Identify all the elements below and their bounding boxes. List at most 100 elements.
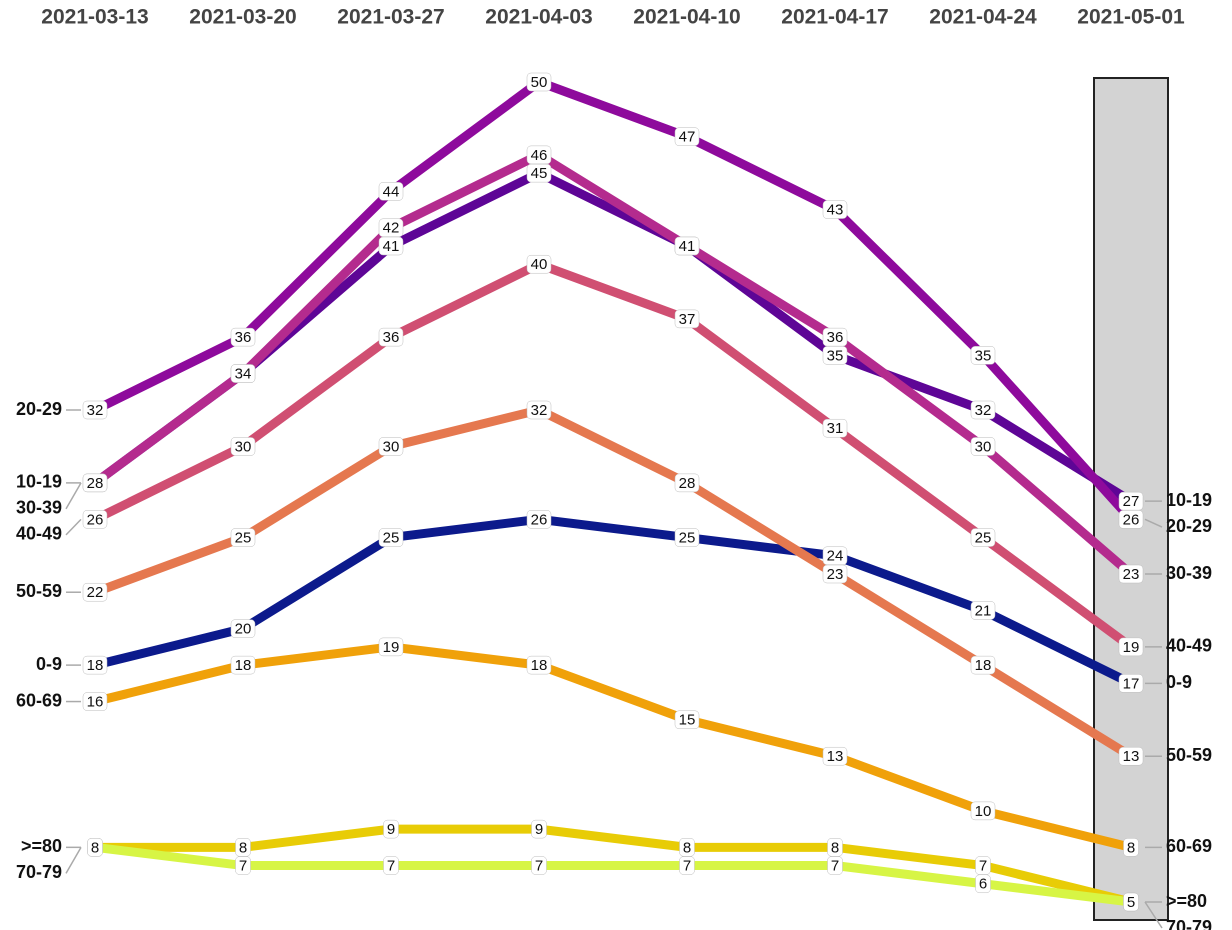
point-value: 8 xyxy=(683,839,691,856)
point-value: 8 xyxy=(91,839,99,856)
point-label-bg xyxy=(970,601,996,620)
point-label: 32 xyxy=(82,400,108,420)
point-label: 34 xyxy=(230,364,256,383)
point-value: 8 xyxy=(831,839,839,856)
group-label: 30-39 xyxy=(1166,563,1212,583)
point-value: 40 xyxy=(531,256,548,273)
point-label: 7 xyxy=(975,856,991,875)
point-label: 25 xyxy=(230,528,256,547)
point-value: 25 xyxy=(679,530,696,547)
point-label-bg xyxy=(230,655,256,675)
point-value: 43 xyxy=(827,202,844,219)
point-value: 24 xyxy=(827,548,844,565)
point-label-bg xyxy=(378,182,404,201)
point-value: 26 xyxy=(531,511,548,528)
label-connector xyxy=(1144,901,1163,929)
point-label-bg xyxy=(378,218,404,238)
point-label: 30 xyxy=(378,437,404,456)
point-label: 32 xyxy=(526,400,552,420)
point-labels: 18 20 25 26 25 24 21 17 28 34 41 45 41 35 32 27 32 36 44 50… xyxy=(82,72,1144,912)
point-label-bg xyxy=(970,346,996,365)
point-value: 13 xyxy=(827,748,844,765)
point-value: 35 xyxy=(827,347,844,364)
point-value: 27 xyxy=(1123,493,1140,510)
point-label-bg xyxy=(383,856,399,875)
point-label: 25 xyxy=(378,528,404,547)
point-label: 21 xyxy=(970,601,996,620)
label-connector xyxy=(65,482,82,510)
point-value: 13 xyxy=(1123,748,1140,765)
point-label-bg xyxy=(378,327,404,347)
point-label: 26 xyxy=(82,510,108,529)
point-value: 7 xyxy=(831,858,839,875)
point-value: 30 xyxy=(975,438,992,455)
column-header: 2021-04-17 xyxy=(781,6,888,29)
point-value: 16 xyxy=(87,694,104,711)
point-label-bg xyxy=(1118,637,1144,657)
point-value: 21 xyxy=(975,602,992,619)
group-label: 50-59 xyxy=(1166,745,1212,765)
point-label-bg xyxy=(531,856,547,875)
point-label: 9 xyxy=(383,819,399,839)
point-value: 18 xyxy=(531,657,548,674)
column-header: 2021-04-03 xyxy=(485,6,592,29)
point-value: 10 xyxy=(975,803,992,820)
point-value: 35 xyxy=(975,347,992,364)
point-label: 18 xyxy=(230,655,256,675)
point-label: 19 xyxy=(1118,637,1144,657)
point-label: 37 xyxy=(674,309,700,329)
point-label: 45 xyxy=(526,163,552,183)
point-label-bg xyxy=(970,437,996,456)
label-connector xyxy=(1144,518,1163,528)
label-connector xyxy=(65,846,82,874)
group-label: 40-49 xyxy=(16,524,62,544)
point-value: 23 xyxy=(1123,566,1140,583)
point-label-bg xyxy=(975,874,991,894)
point-label-bg xyxy=(383,819,399,839)
point-label-bg xyxy=(230,364,256,383)
group-label: 70-79 xyxy=(16,862,62,882)
column-header: 2021-03-27 xyxy=(337,6,444,29)
point-label: 42 xyxy=(378,218,404,238)
point-label: 26 xyxy=(526,510,552,529)
point-label: 32 xyxy=(970,400,996,420)
point-label-bg xyxy=(1123,838,1139,857)
point-label-bg xyxy=(970,528,996,547)
point-label: 8 xyxy=(235,838,251,857)
point-label: 46 xyxy=(526,145,552,165)
point-label-bg xyxy=(827,856,843,875)
point-label: 18 xyxy=(970,655,996,675)
group-label: 20-29 xyxy=(16,399,62,419)
point-value: 37 xyxy=(679,311,696,328)
point-value: 15 xyxy=(679,712,696,729)
point-label: 47 xyxy=(674,127,700,146)
series-line xyxy=(93,76,1135,523)
point-value: 28 xyxy=(679,475,696,492)
point-label-bg xyxy=(679,856,695,875)
point-value: 28 xyxy=(87,475,104,492)
point-value: 18 xyxy=(235,657,252,674)
point-value: 5 xyxy=(1127,894,1135,911)
point-value: 46 xyxy=(531,147,548,164)
group-label: 70-79 xyxy=(1166,917,1212,930)
point-label-bg xyxy=(674,309,700,329)
point-label-bg xyxy=(531,819,547,839)
point-label: 7 xyxy=(235,856,251,875)
lines xyxy=(92,76,1135,907)
point-value: 32 xyxy=(531,402,548,419)
point-label-bg xyxy=(82,510,108,529)
point-label: 9 xyxy=(531,819,547,839)
point-label-bg xyxy=(87,838,103,857)
point-label-bg xyxy=(822,418,848,438)
point-label-bg xyxy=(970,655,996,675)
point-label: 7 xyxy=(679,856,695,875)
point-label: 8 xyxy=(827,838,843,857)
point-value: 20 xyxy=(235,621,252,638)
point-label: 25 xyxy=(674,528,700,547)
point-label: 6 xyxy=(975,874,991,894)
point-label: 41 xyxy=(674,236,700,256)
point-label: 36 xyxy=(378,327,404,347)
point-label-bg xyxy=(674,528,700,547)
point-label-bg xyxy=(230,619,256,638)
point-label: 40 xyxy=(526,254,552,274)
